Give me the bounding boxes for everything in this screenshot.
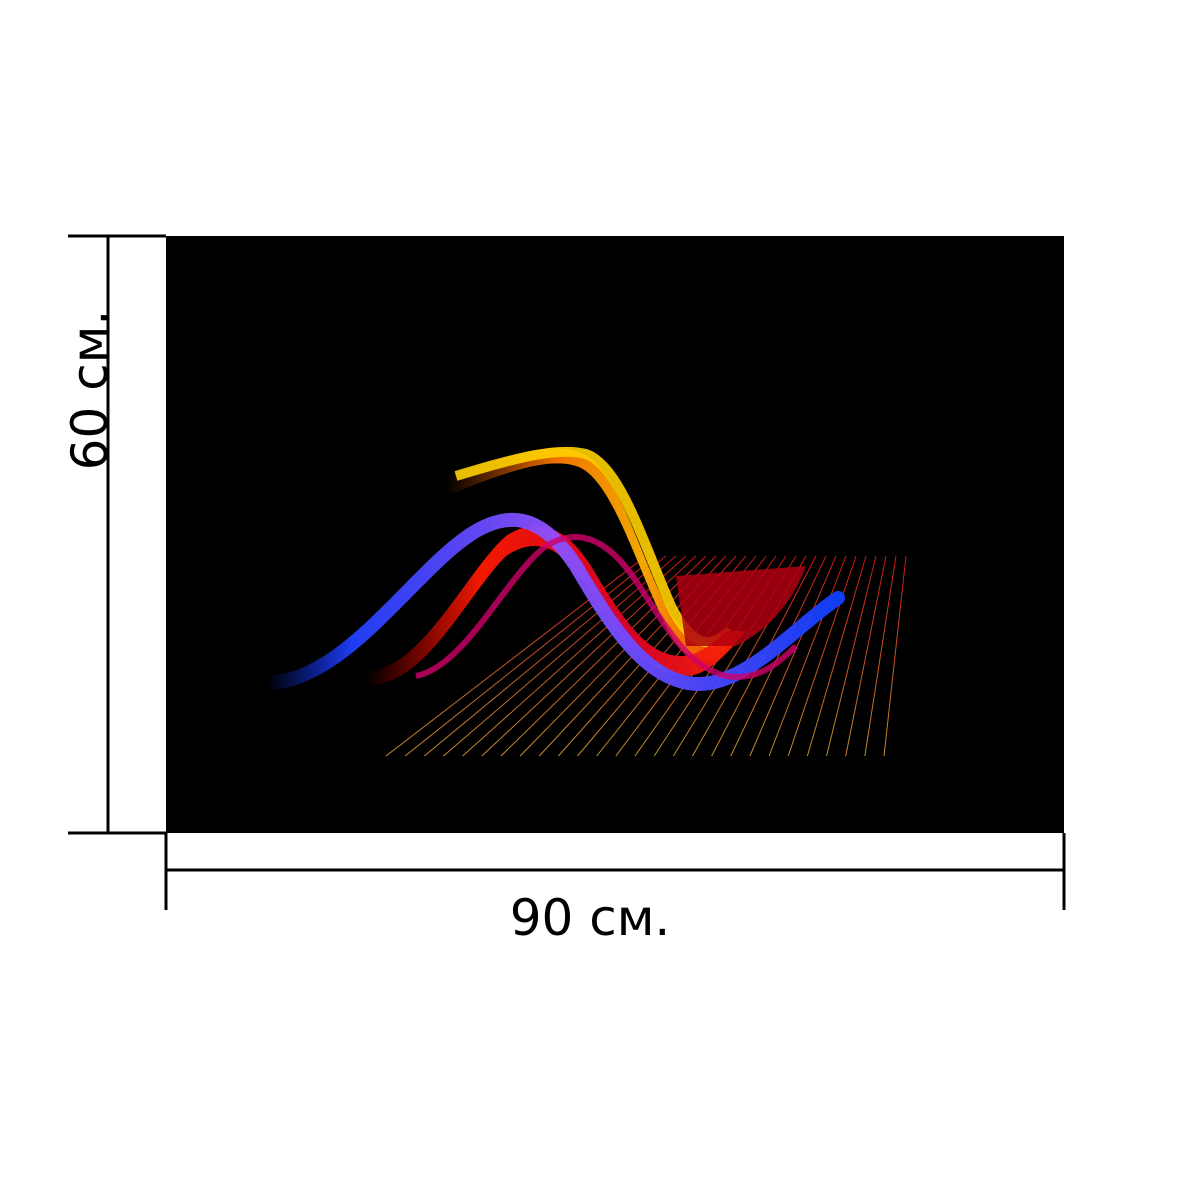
grid-line: [443, 555, 677, 757]
grid-line: [404, 555, 657, 757]
grid-line: [806, 555, 867, 757]
grid-line: [826, 555, 877, 757]
grid-line: [749, 555, 837, 757]
grid-line: [500, 555, 707, 757]
grid-line: [883, 555, 907, 757]
grid-line: [462, 555, 687, 757]
right-red-block: [676, 566, 806, 646]
grid-line: [423, 555, 667, 757]
grid-line: [730, 555, 827, 757]
height-label: 60 см.: [61, 309, 119, 471]
grid-line: [845, 555, 887, 757]
grid-line: [768, 555, 847, 757]
wave-graph-image: [259, 341, 922, 757]
blue-wave: [259, 512, 845, 692]
width-label: 90 см.: [509, 889, 671, 947]
magenta-wave: [415, 534, 799, 680]
grid-line: [864, 555, 897, 757]
red-wave-body: [366, 526, 746, 686]
grid-line: [787, 555, 857, 757]
artwork-panel: [166, 236, 1064, 833]
